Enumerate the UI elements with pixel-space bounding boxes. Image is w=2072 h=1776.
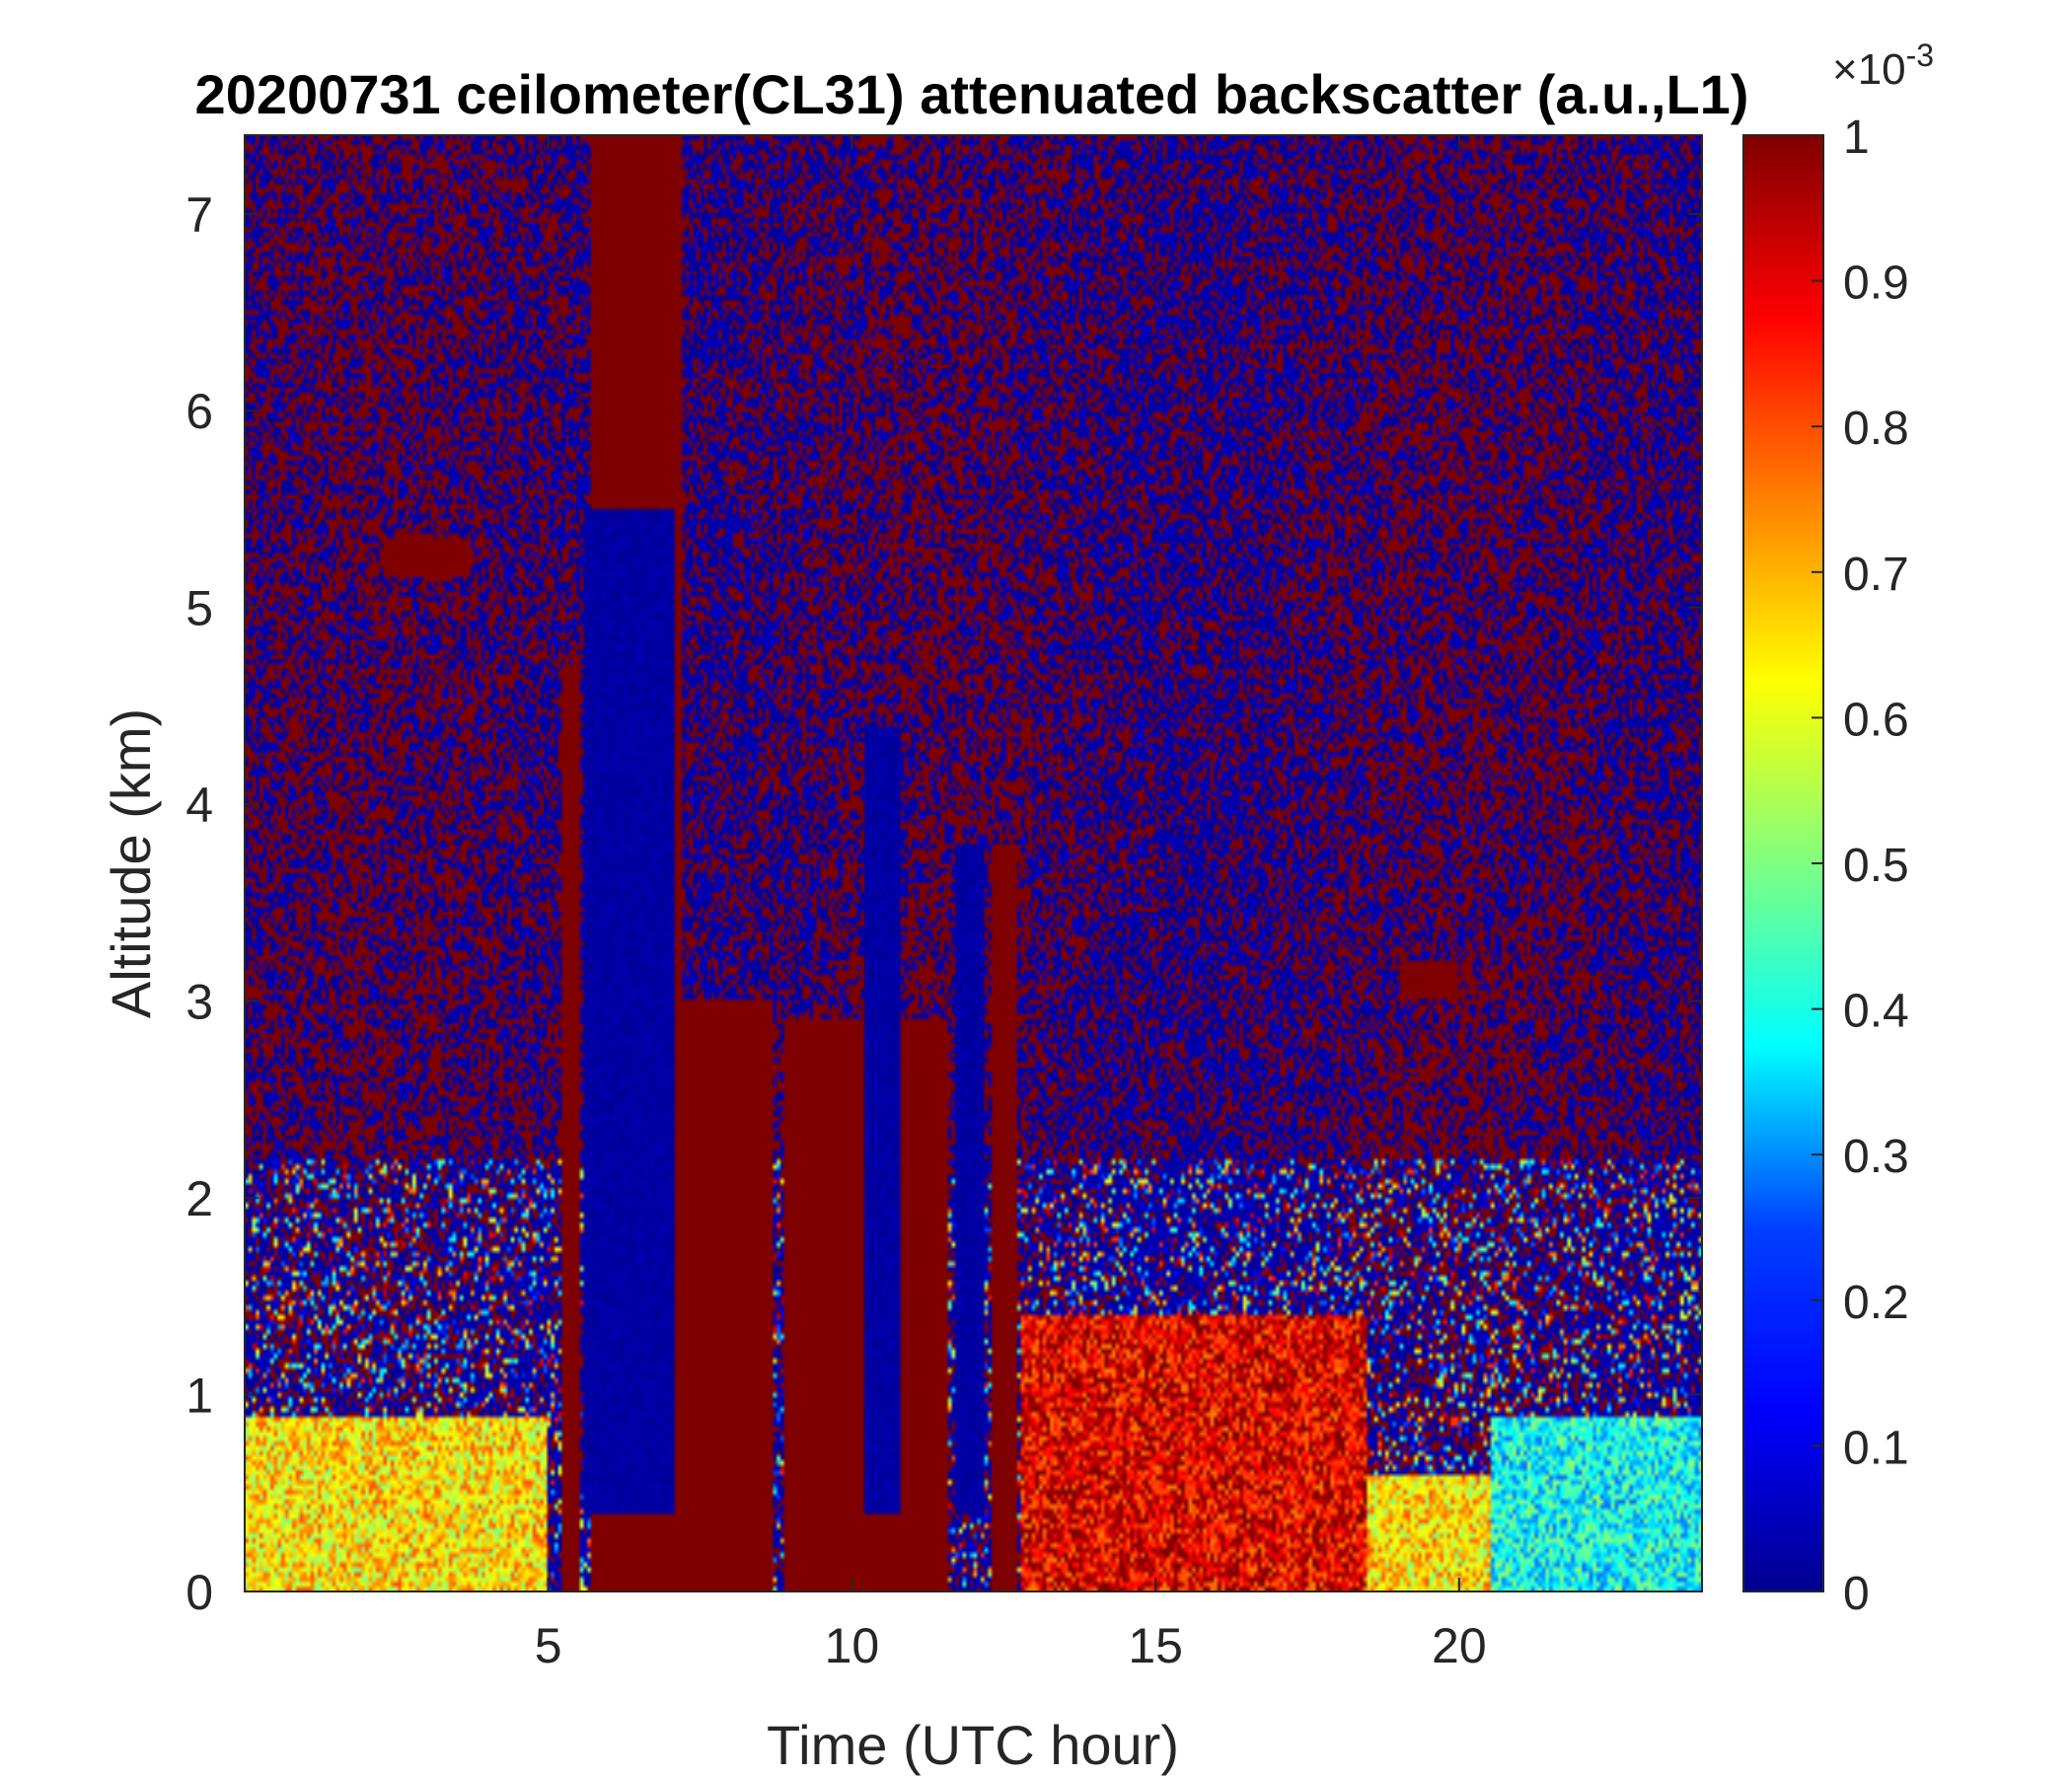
colorbar-tick-label: 1 (1843, 111, 1870, 164)
colorbar-tick-label: 0.7 (1843, 549, 1909, 601)
y-tick-label: 5 (185, 581, 213, 636)
y-axis-ticks: 0 1 2 3 4 5 6 7 (185, 187, 1702, 1620)
colorbar-tick-label: 0.8 (1843, 403, 1909, 455)
colorbar-exponent: ×10-3 (1832, 37, 1934, 94)
colorbar-tick-label: 0.1 (1843, 1422, 1909, 1474)
heatmap-plot-area: 5 10 15 20 0 1 2 3 4 5 6 7 (185, 134, 1703, 1673)
colorbar-tick-label: 0 (1843, 1568, 1870, 1620)
colorbar: 0 0.1 0.2 0.3 0.4 0.5 0.6 0.7 0.8 0.9 1 ×10-3 (1742, 37, 1934, 1620)
colorbar-tick-label: 0.5 (1843, 840, 1909, 892)
colorbar-tick-label: 0.4 (1843, 986, 1909, 1038)
y-tick-label: 2 (185, 1171, 213, 1226)
y-tick-label: 3 (185, 975, 213, 1030)
y-tick-label: 7 (185, 187, 213, 243)
x-axis-ticks: 5 10 15 20 (535, 135, 1487, 1673)
x-axis-label: Time (UTC hour) (767, 1714, 1179, 1776)
colorbar-tick-label: 0.2 (1843, 1277, 1909, 1329)
x-tick-label: 10 (825, 1618, 880, 1673)
x-tick-label: 5 (535, 1618, 562, 1673)
y-tick-label: 4 (185, 777, 213, 833)
x-tick-label: 20 (1432, 1618, 1487, 1673)
colorbar-exponent-power: -3 (1906, 37, 1934, 73)
x-tick-label: 15 (1128, 1618, 1183, 1673)
y-axis-label: Altitude (km) (100, 708, 162, 1018)
chart-title: 20200731 ceilometer(CL31) attenuated bac… (195, 63, 1749, 125)
y-tick-label: 1 (185, 1369, 213, 1424)
y-tick-label: 0 (185, 1565, 213, 1620)
plot-frame (244, 134, 1703, 1592)
colorbar-tick-label: 0.3 (1843, 1131, 1909, 1183)
colorbar-ticks: 0 0.1 0.2 0.3 0.4 0.5 0.6 0.7 0.8 0.9 1 (1812, 111, 1909, 1620)
backscatter-heatmap-image (245, 135, 1702, 1591)
colorbar-exponent-base: ×10 (1832, 45, 1906, 94)
colorbar-tick-label: 0.6 (1843, 694, 1909, 746)
y-tick-label: 6 (185, 384, 213, 439)
colorbar-tick-label: 0.9 (1843, 258, 1909, 310)
colorbar-gradient (1742, 134, 1824, 1592)
